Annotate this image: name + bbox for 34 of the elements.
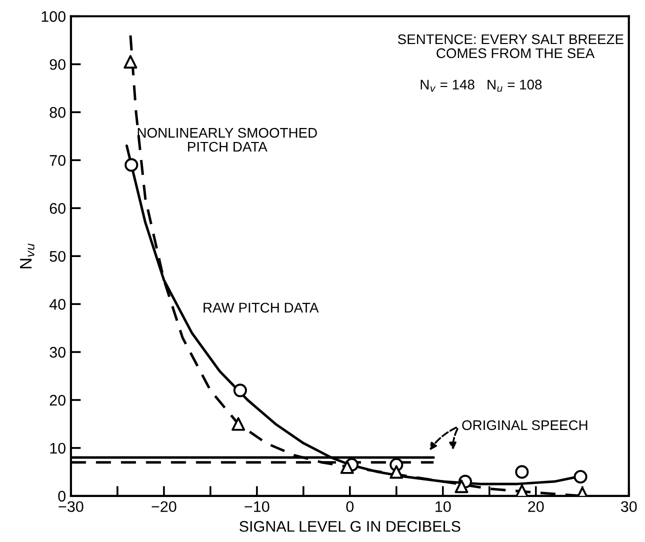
- x-tick-label: 20: [528, 501, 544, 512]
- y-tick-label: 100: [42, 11, 66, 22]
- point: [340, 460, 354, 474]
- x-tick-label: −20: [152, 501, 176, 512]
- point: [574, 470, 588, 484]
- point: [124, 158, 138, 172]
- x-tick-label: 30: [620, 501, 637, 512]
- point: [124, 55, 138, 69]
- y-axis-title: N$_{vu}$: [20, 244, 34, 268]
- y-tick-label: 60: [50, 202, 66, 214]
- x-tick-label: 10: [436, 501, 451, 512]
- x-axis-title: SIGNAL LEVEL G IN DECIBELS: [240, 520, 460, 532]
- y-tick-label: 50: [50, 250, 66, 262]
- y-tick-label: 70: [50, 155, 66, 166]
- point: [515, 465, 529, 479]
- annotation: ORIGINAL SPEECH: [462, 420, 588, 430]
- y-tick-label: 20: [50, 394, 66, 406]
- x-tick-label: −30: [58, 501, 84, 512]
- annotation: NONLINEARLY SMOOTHED PITCH DATA: [138, 128, 317, 152]
- x-tick-label: −10: [244, 501, 270, 512]
- y-tick-label: 30: [50, 346, 66, 358]
- point: [233, 384, 247, 398]
- y-tick-label: 80: [50, 107, 66, 118]
- point: [454, 480, 468, 494]
- y-tick-label: 90: [50, 59, 66, 70]
- annotation: RAW PITCH DATA: [204, 302, 319, 313]
- annotation: N$_{v}$ = 148 N$_{u}$ = 108: [420, 80, 542, 92]
- y-tick-label: 10: [50, 442, 66, 454]
- point: [390, 465, 404, 479]
- point: [232, 417, 246, 431]
- y-tick-label: 40: [49, 298, 66, 310]
- y-tick-label: 0: [58, 490, 66, 502]
- x-tick-label: 0: [346, 501, 354, 512]
- annotation: SENTENCE: EVERY SALT BREEZE COMES FROM THE SEA: [398, 34, 624, 58]
